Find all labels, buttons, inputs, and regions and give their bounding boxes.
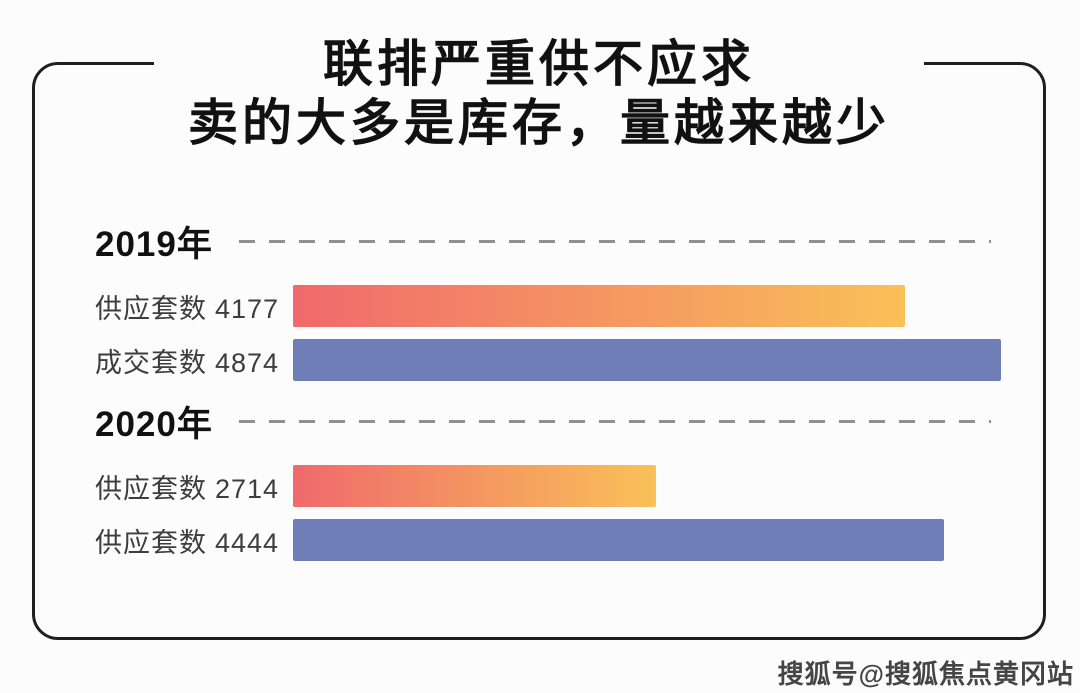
bar-row-2019-supply: 供应套数 4177 [95, 285, 1001, 327]
bar-label: 成交套数 4874 [95, 341, 293, 380]
group-2019-header: 2019年 [95, 221, 1001, 264]
bar-label: 供应套数 4444 [95, 521, 293, 560]
dashed-rule [238, 239, 991, 243]
bar-2019-sold [293, 339, 1001, 381]
bar-value: 4874 [215, 347, 280, 378]
chart-frame: 联排严重供不应求 卖的大多是库存，量越来越少 2019年 供应套数 4177 成交… [32, 35, 1046, 640]
bar-row-2020-second: 供应套数 4444 [95, 519, 1001, 561]
bar-label: 供应套数 4177 [95, 287, 293, 326]
bar-track [293, 285, 1001, 327]
group-2019: 2019年 供应套数 4177 成交套数 4874 [95, 221, 1001, 381]
bar-label-text: 成交套数 [95, 347, 207, 378]
dashed-rule [238, 419, 991, 423]
year-label-2020: 2020年 [95, 404, 213, 444]
bar-2020-second [293, 519, 944, 561]
bar-2019-supply [293, 285, 905, 327]
bar-label: 供应套数 2714 [95, 467, 293, 506]
group-2020-header: 2020年 [95, 401, 1001, 444]
chart-title-line2: 卖的大多是库存，量越来越少 [188, 95, 890, 151]
bar-row-2019-sold: 成交套数 4874 [95, 339, 1001, 381]
bar-label-text: 供应套数 [95, 473, 207, 504]
bar-row-2020-supply: 供应套数 2714 [95, 465, 1001, 507]
bar-value: 4444 [215, 527, 280, 558]
group-2020: 2020年 供应套数 2714 供应套数 4444 [95, 401, 1001, 561]
bar-label-text: 供应套数 [95, 527, 207, 558]
bar-value: 4177 [215, 293, 280, 324]
year-label-2019: 2019年 [95, 224, 213, 264]
chart-title-line1: 联排严重供不应求 [323, 36, 755, 92]
bar-2020-supply [293, 465, 657, 507]
bar-track [293, 339, 1001, 381]
bar-value: 2714 [215, 473, 280, 504]
bar-track [293, 465, 1001, 507]
chart-title: 联排严重供不应求 卖的大多是库存，量越来越少 [154, 35, 924, 153]
bar-label-text: 供应套数 [95, 293, 207, 324]
watermark: 搜狐号@搜狐焦点黄冈站 [777, 659, 1074, 689]
bar-track [293, 519, 1001, 561]
